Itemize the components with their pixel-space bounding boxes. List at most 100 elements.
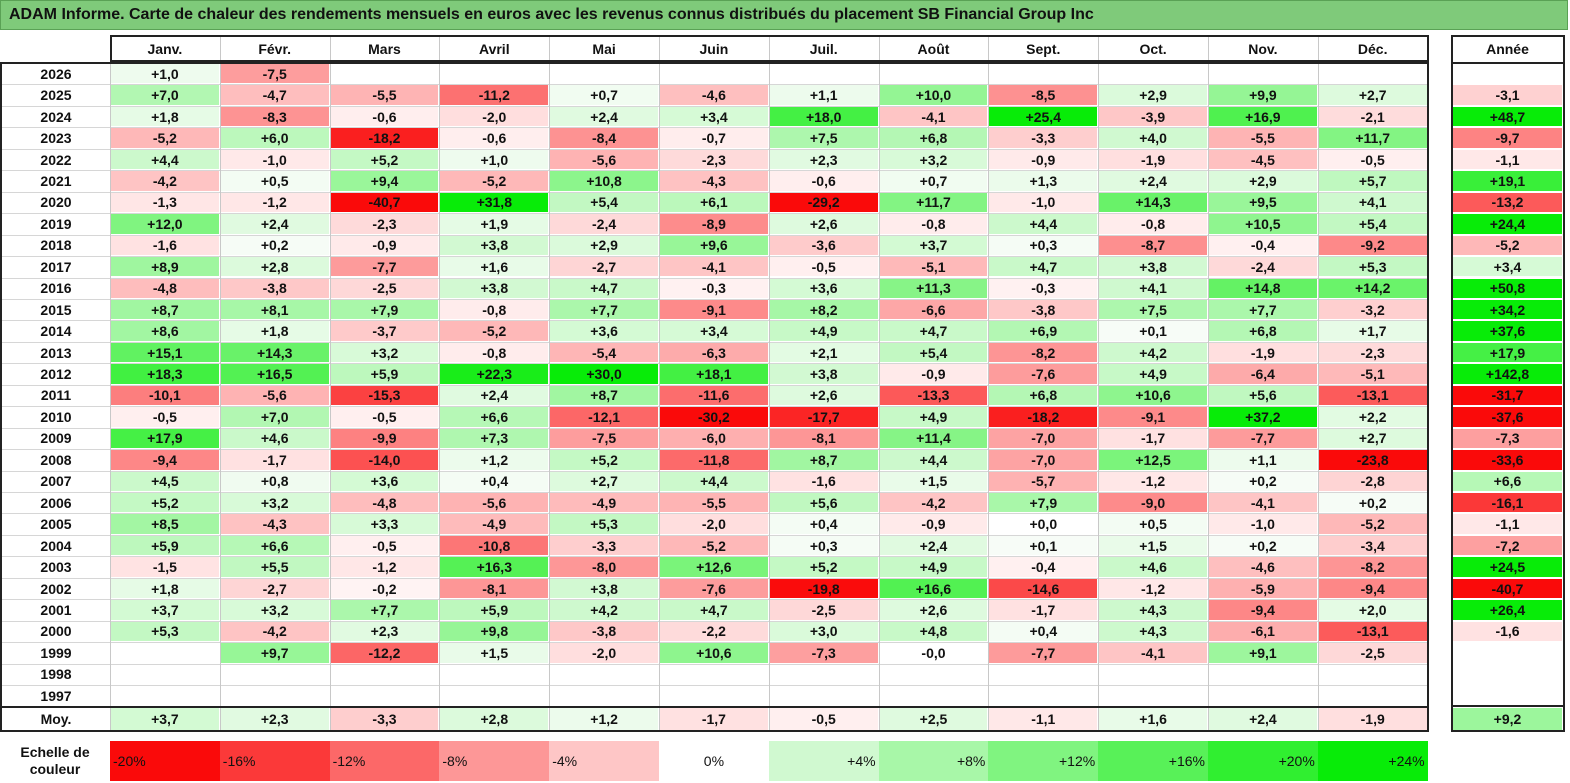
grid-line <box>1098 36 1100 731</box>
year-label-2008: 2008 <box>40 451 72 468</box>
year-label-2019: 2019 <box>40 215 72 232</box>
grid-line <box>2 63 1428 64</box>
average-cell: -1,7 <box>660 708 768 730</box>
heatmap-cell: -3,3 <box>550 535 658 556</box>
heatmap-cell: +0,3 <box>769 535 878 556</box>
heatmap-cell: -4,1 <box>1209 493 1317 513</box>
grid-line <box>2 363 1428 365</box>
heatmap-cell: +4,6 <box>1099 557 1207 577</box>
grid-line <box>2 191 1428 193</box>
grid-line <box>219 36 221 731</box>
heatmap-cell: -11,6 <box>660 385 768 406</box>
annual-cell-1998 <box>1453 664 1562 685</box>
heatmap-cell: +16,6 <box>879 578 988 599</box>
year-label-2017: 2017 <box>40 258 72 275</box>
heatmap-cell: +9,5 <box>1209 192 1317 213</box>
grid-line <box>2 577 1428 579</box>
annual-cell-1999 <box>1453 643 1562 663</box>
grid-line <box>2 642 1428 644</box>
heatmap-cell <box>440 686 549 706</box>
heatmap-cell: -0,8 <box>1099 214 1207 234</box>
year-label-2016: 2016 <box>40 280 72 297</box>
heatmap-cell: +4,4 <box>660 471 768 491</box>
heatmap-cell: +7,9 <box>989 493 1098 513</box>
month-header-6: Juin <box>699 41 729 57</box>
year-label-2020: 2020 <box>40 194 72 211</box>
heatmap-cell: -4,6 <box>1209 557 1317 577</box>
heatmap-cell: -0,7 <box>660 128 768 148</box>
heatmap-cell: -5,1 <box>879 257 988 277</box>
grid-line <box>2 84 1428 86</box>
heatmap-cell: +3,8 <box>440 235 549 256</box>
annual-cell-2014: +37,6 <box>1453 321 1562 341</box>
heatmap-cell: +22,3 <box>440 364 549 384</box>
grid-line <box>1208 36 1209 731</box>
heatmap-cell: +8,7 <box>550 385 658 406</box>
heatmap-cell: +2,4 <box>1099 171 1207 191</box>
heatmap-cell: +2,1 <box>769 342 878 363</box>
grid-line <box>2 234 1428 236</box>
color-scale-cell: 0% <box>659 741 769 781</box>
heatmap-cell: -1,6 <box>769 471 878 491</box>
heatmap-cell: +11,7 <box>1318 128 1427 148</box>
heatmap-cell: +7,7 <box>1209 299 1317 320</box>
heatmap-cell: +17,9 <box>111 428 219 449</box>
heatmap-cell: -1,7 <box>220 450 329 470</box>
grid-line <box>2 556 1428 558</box>
heatmap-cell: +1,8 <box>111 578 219 599</box>
heatmap-cell: -0,8 <box>879 214 988 234</box>
heatmap-cell: -2,1 <box>1318 106 1427 127</box>
year-label-2021: 2021 <box>40 172 72 189</box>
heatmap-cell: +5,2 <box>330 149 439 170</box>
annual-cell-2022: -1,1 <box>1453 149 1562 170</box>
color-scale-cell: +8% <box>878 741 989 781</box>
heatmap-cell: +0,5 <box>1099 514 1207 534</box>
heatmap-cell: -1,2 <box>330 557 439 577</box>
heatmap-cell: +1,5 <box>879 471 988 491</box>
annual-average-separator <box>1452 705 1563 707</box>
grid-line <box>439 36 441 731</box>
grid-line <box>2 384 1428 386</box>
heatmap-cell: -3,7 <box>330 321 439 341</box>
heatmap-cell: +4,2 <box>1099 342 1207 363</box>
heatmap-cell: -2,3 <box>330 214 439 234</box>
heatmap-cell: +0,4 <box>769 514 878 534</box>
year-label-2015: 2015 <box>40 301 72 318</box>
heatmap-cell: -7,6 <box>660 578 768 599</box>
grid-line <box>988 36 990 731</box>
annual-cell-2001: +26,4 <box>1453 600 1562 620</box>
heatmap-cell: -3,8 <box>220 278 329 298</box>
heatmap-cell: +9,9 <box>1209 85 1317 105</box>
annual-cell-2020: -13,2 <box>1453 192 1562 213</box>
heatmap-cell: +30,0 <box>550 364 658 384</box>
heatmap-cell: -6,0 <box>660 428 768 449</box>
grid-line <box>2 105 1428 107</box>
heatmap-cell <box>769 686 878 706</box>
grid-line <box>2 534 1428 536</box>
heatmap-cell: -4,2 <box>879 493 988 513</box>
heatmap-cell: +1,5 <box>440 643 549 663</box>
heatmap-cell: -6,3 <box>660 342 768 363</box>
heatmap-cell: +5,6 <box>769 493 878 513</box>
heatmap-cell: -13,1 <box>1318 385 1427 406</box>
grid-line <box>768 36 770 731</box>
heatmap-cell: +1,5 <box>1099 535 1207 556</box>
heatmap-cell: -0,9 <box>989 149 1098 170</box>
annual-cell-2000: -1,6 <box>1453 621 1562 642</box>
heatmap-cell <box>440 64 549 84</box>
heatmap-cell: -4,1 <box>1099 643 1207 663</box>
heatmap-cell: +8,2 <box>769 299 878 320</box>
color-scale-label: Echelle de couleur <box>20 744 90 777</box>
grid-line <box>2 320 1428 322</box>
heatmap-cell: -9,1 <box>1099 407 1207 427</box>
heatmap-cell: -0,8 <box>440 342 549 363</box>
heatmap-cell: +10,6 <box>1099 385 1207 406</box>
year-label-2024: 2024 <box>40 108 72 125</box>
heatmap-cell <box>1099 64 1207 84</box>
heatmap-cell: +5,4 <box>550 192 658 213</box>
heatmap-cell: -30,2 <box>660 407 768 427</box>
heatmap-cell: +12,5 <box>1099 450 1207 470</box>
annual-cell-2002: -40,7 <box>1453 578 1562 599</box>
heatmap-cell: -2,2 <box>660 621 768 642</box>
grid-line <box>2 427 1428 429</box>
